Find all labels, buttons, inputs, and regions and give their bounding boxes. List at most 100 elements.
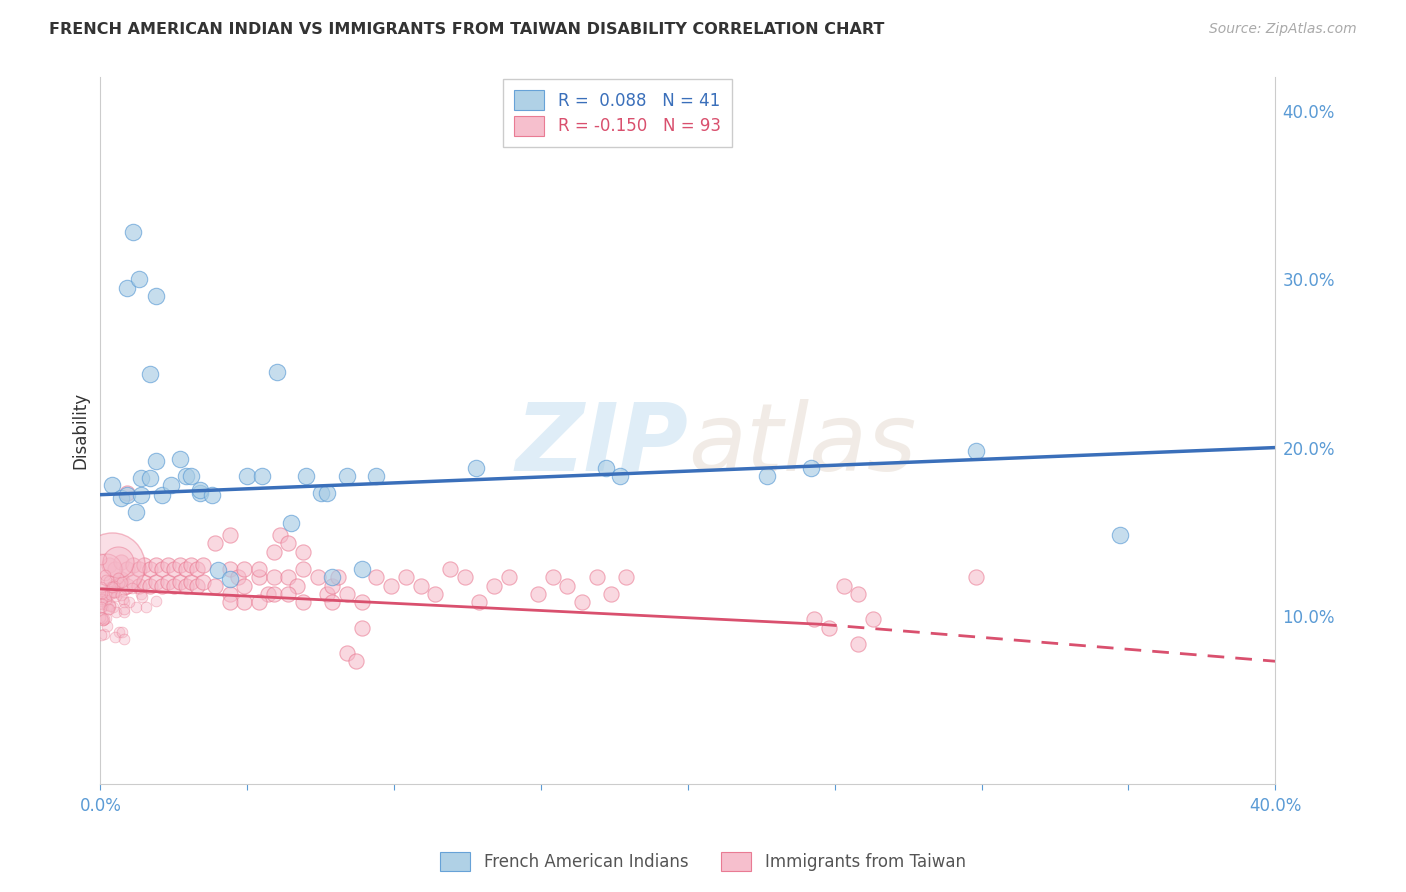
Point	[98, 599, 121, 613]
Point	[139, 562, 162, 576]
Point	[104, 578, 127, 592]
Point	[263, 545, 285, 559]
Point	[204, 536, 226, 550]
Point	[1108, 528, 1130, 542]
Point	[236, 469, 259, 483]
Point	[350, 595, 373, 609]
Point	[263, 570, 285, 584]
Point	[101, 477, 124, 491]
Point	[121, 582, 143, 596]
Point	[97, 602, 120, 616]
Point	[103, 579, 125, 593]
Point	[498, 570, 520, 584]
Point	[233, 562, 256, 576]
Point	[186, 562, 208, 576]
Point	[94, 568, 117, 582]
Point	[139, 578, 162, 592]
Point	[350, 562, 373, 576]
Point	[541, 570, 564, 584]
Point	[131, 587, 153, 601]
Point	[134, 575, 156, 590]
Point	[131, 591, 153, 605]
Point	[295, 469, 318, 483]
Point	[409, 578, 432, 592]
Point	[131, 471, 153, 485]
Point	[965, 444, 987, 458]
Point	[186, 578, 208, 592]
Point	[97, 602, 120, 616]
Point	[115, 488, 138, 502]
Point	[91, 586, 114, 600]
Point	[482, 578, 505, 592]
Point	[965, 570, 987, 584]
Point	[104, 630, 127, 644]
Point	[97, 574, 120, 589]
Point	[156, 575, 179, 590]
Point	[468, 595, 491, 609]
Point	[145, 575, 167, 590]
Point	[94, 611, 117, 625]
Point	[89, 610, 111, 624]
Point	[145, 558, 167, 573]
Point	[169, 575, 191, 590]
Point	[131, 488, 153, 502]
Point	[336, 587, 359, 601]
Point	[247, 570, 270, 584]
Point	[110, 588, 132, 602]
Point	[139, 471, 162, 485]
Point	[103, 584, 125, 599]
Point	[90, 627, 112, 641]
Point	[128, 562, 150, 576]
Point	[307, 570, 329, 584]
Point	[218, 587, 240, 601]
Point	[105, 605, 128, 619]
Point	[174, 469, 197, 483]
Point	[105, 589, 128, 603]
Point	[112, 632, 135, 646]
Point	[247, 562, 270, 576]
Point	[134, 558, 156, 573]
Point	[250, 469, 273, 483]
Point	[321, 595, 343, 609]
Point	[121, 575, 143, 590]
Point	[204, 578, 226, 592]
Point	[94, 573, 117, 587]
Point	[180, 575, 202, 590]
Point	[150, 488, 173, 502]
Point	[233, 578, 256, 592]
Point	[292, 545, 315, 559]
Point	[135, 600, 157, 615]
Text: FRENCH AMERICAN INDIAN VS IMMIGRANTS FROM TAIWAN DISABILITY CORRELATION CHART: FRENCH AMERICAN INDIAN VS IMMIGRANTS FRO…	[49, 22, 884, 37]
Point	[96, 589, 118, 603]
Point	[91, 613, 114, 627]
Point	[145, 289, 167, 303]
Point	[201, 488, 224, 502]
Point	[595, 460, 617, 475]
Point	[108, 575, 131, 590]
Point	[93, 612, 115, 626]
Point	[277, 570, 299, 584]
Point	[846, 587, 869, 601]
Point	[103, 583, 125, 598]
Point	[256, 587, 278, 601]
Point	[118, 595, 141, 609]
Point	[160, 477, 183, 491]
Point	[800, 460, 823, 475]
Point	[94, 593, 117, 607]
Point	[309, 486, 332, 500]
Point	[101, 600, 124, 615]
Point	[107, 555, 129, 569]
Point	[366, 570, 388, 584]
Point	[98, 558, 121, 573]
Point	[91, 597, 114, 611]
Point	[150, 578, 173, 592]
Point	[156, 558, 179, 573]
Y-axis label: Disability: Disability	[72, 392, 89, 469]
Legend: French American Indians, Immigrants from Taiwan: French American Indians, Immigrants from…	[432, 843, 974, 880]
Point	[395, 570, 418, 584]
Point	[169, 558, 191, 573]
Point	[277, 587, 299, 601]
Point	[292, 595, 315, 609]
Point	[191, 575, 214, 590]
Point	[115, 281, 138, 295]
